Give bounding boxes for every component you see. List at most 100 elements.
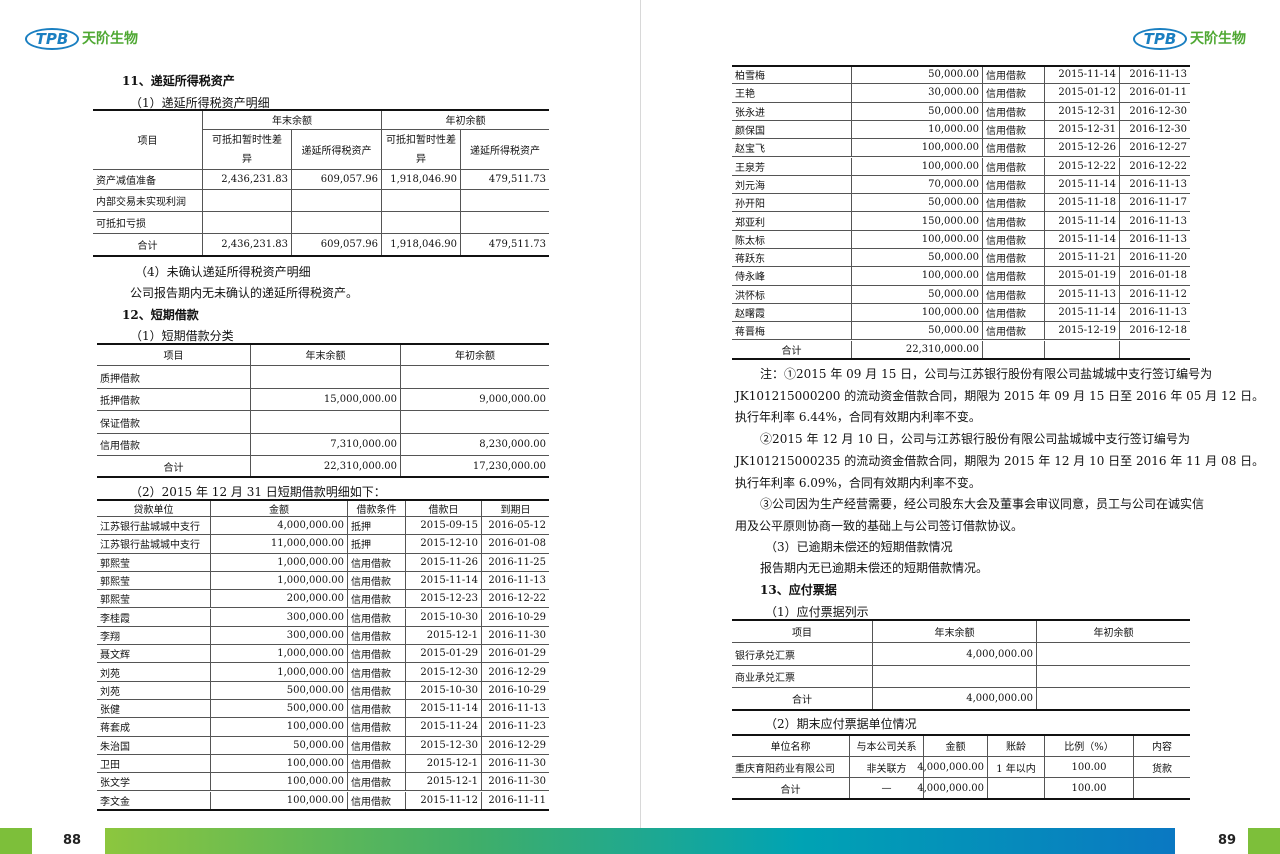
cell-text: 100,000.00 — [921, 270, 979, 282]
table-cell: 内部交易未实现利润 — [93, 190, 202, 212]
table-cell: 2015-12-30 — [405, 663, 481, 682]
table-cell: 信用借款 — [347, 736, 405, 755]
table-cell: 200,000.00 — [210, 590, 347, 609]
table-cell: 内容 — [1133, 735, 1190, 757]
cell-text: 信用借款 — [100, 441, 140, 452]
cell-text: 2015-12-23 — [420, 593, 478, 605]
cell-text: 2016-11-13 — [1129, 307, 1187, 319]
table-cell: 4,000,000.00 — [872, 643, 1036, 666]
cell-text: 递延所得税资产 — [301, 146, 372, 157]
table-cell: 100,000.00 — [210, 754, 347, 774]
cell-text: 15,000,000.00 — [323, 394, 397, 405]
cell-text: 2016-01-11 — [1129, 87, 1187, 99]
cell-text: 信用借款 — [986, 327, 1026, 339]
table-cell: 年初余额 — [381, 110, 549, 130]
table-cell: 2015-12-1 — [405, 773, 481, 792]
cell-text: 李文金 — [100, 796, 130, 808]
note-line: JK101215000200 的流动资金借款合同，期限为 2015 年 09 月… — [735, 388, 1265, 403]
cell-text: 2015-12-10 — [420, 538, 478, 550]
section-title: 13、应付票据 — [760, 583, 837, 597]
table-cell: 2015-09-15 — [405, 517, 481, 536]
table-cell: 项目 — [93, 110, 202, 170]
cell-text: 江苏银行盐城城中支行 — [100, 540, 200, 552]
cell-text: 300,000.00 — [286, 611, 344, 623]
cell-text: 年末余额 — [305, 351, 346, 362]
table-cell: 信用借款 — [97, 434, 250, 456]
table-cell: 信用借款 — [347, 608, 405, 627]
cell-text: 2016-01-08 — [488, 538, 546, 550]
table-cell: 信用借款 — [347, 590, 405, 609]
cell-text: 合计 — [792, 695, 812, 706]
cell-text: 300,000.00 — [286, 629, 344, 641]
table-cell: 到期日 — [481, 500, 549, 517]
cell-text: 2015-11-14 — [1058, 178, 1116, 190]
cell-text: 2015-12-31 — [1058, 124, 1116, 136]
cell-text: 150,000.00 — [921, 215, 979, 227]
cell-text: 信用借款 — [351, 723, 391, 735]
cell-text: 非关联方 — [866, 763, 907, 775]
table-cell: 信用借款 — [982, 249, 1044, 268]
cell-text: 刘元海 — [735, 180, 765, 192]
table-cell: 抵押借款 — [97, 389, 250, 411]
cell-text: 信用借款 — [351, 613, 391, 625]
table-cell: 8,230,000.00 — [400, 434, 549, 456]
cell-text: 100,000.00 — [286, 794, 344, 806]
table-rule — [732, 619, 1190, 621]
table-cell: 赵曙霞 — [732, 304, 851, 323]
table-cell: 项目 — [732, 620, 872, 643]
table-cell: 2016-11-13 — [1119, 303, 1190, 323]
cell-text: 2016-12-30 — [1129, 124, 1187, 136]
table-cell: 479,511.73 — [460, 170, 549, 190]
table-cell: 2015-11-14 — [1044, 175, 1119, 195]
logo-mark: TPB — [25, 28, 79, 50]
body-text: （1）应付票据列示 — [765, 605, 869, 619]
table-cell: 2015-01-29 — [405, 645, 481, 664]
cell-text: 信用借款 — [986, 254, 1026, 266]
cell-text: 张永进 — [735, 107, 765, 119]
cell-text: 年初余额 — [445, 116, 486, 127]
cell-text: 信用借款 — [351, 760, 391, 772]
table-cell-empty — [381, 190, 460, 212]
cell-text: 金额 — [269, 504, 289, 516]
cell-text: 张文学 — [100, 778, 130, 790]
table-cell: 与本公司关系 — [849, 735, 923, 757]
cell-text: 609,057.96 — [320, 174, 378, 185]
table-cell: 年初余额 — [1036, 620, 1190, 643]
cell-text: 100.00 — [1071, 782, 1107, 794]
table-cell: 2016-11-25 — [481, 553, 549, 572]
cell-text: 2015-12-30 — [420, 666, 478, 678]
table-cell: 300,000.00 — [210, 626, 347, 646]
section-title: 12、短期借款 — [122, 308, 199, 322]
cell-text: 30,000.00 — [928, 87, 979, 99]
cell-text: 颜保国 — [735, 126, 765, 138]
footer-gradient-bar — [105, 828, 1175, 854]
cell-text: 2016-12-29 — [488, 739, 546, 751]
cell-text: 2016-11-30 — [488, 776, 546, 788]
table-cell: 保证借款 — [97, 411, 250, 434]
table-cell: 颜保国 — [732, 121, 851, 140]
table-cell: 年末余额 — [202, 110, 381, 130]
cell-text: 17,230,000.00 — [472, 460, 546, 472]
table-cell: 2016-11-12 — [1119, 285, 1190, 304]
cell-text: 孙开阳 — [735, 199, 765, 211]
table-cell: 2015-12-10 — [405, 535, 481, 554]
cell-text: 2016-10-29 — [488, 611, 546, 623]
cell-text: 4,000,000.00 — [966, 648, 1033, 660]
cell-text: 信用借款 — [986, 290, 1026, 302]
cell-text: 蒋晋梅 — [735, 327, 765, 339]
table-rule — [93, 109, 549, 111]
cell-text: 100,000.00 — [921, 233, 979, 245]
cell-text: 4,000,000.00 — [966, 693, 1033, 704]
cell-text: 蒋跃东 — [735, 254, 765, 266]
table-cell: 1,000,000.00 — [210, 645, 347, 664]
cell-text: 郭熙莹 — [100, 595, 130, 607]
cell-text: 货款 — [1152, 763, 1172, 775]
cell-text: 金额 — [945, 742, 966, 753]
cell-text: 赵宝飞 — [735, 144, 765, 156]
table-cell: 刘苑 — [97, 663, 210, 682]
table-cell: 2,436,231.83 — [202, 234, 291, 256]
body-text: （4）未确认递延所得税资产明细 — [135, 265, 311, 279]
table-rule — [93, 255, 549, 257]
cell-text: 50,000.00 — [928, 325, 979, 337]
table-cell: 2015-01-19 — [1044, 267, 1119, 286]
